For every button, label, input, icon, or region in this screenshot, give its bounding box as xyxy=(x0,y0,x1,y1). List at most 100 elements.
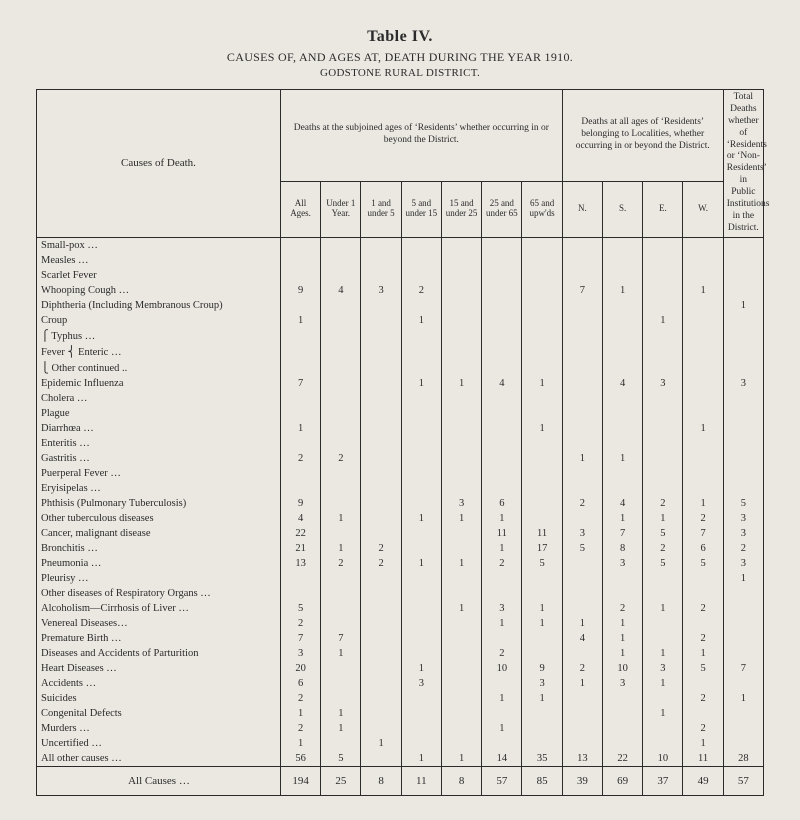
num-cell: 1 xyxy=(441,556,481,571)
table-row: Cholera … xyxy=(37,391,764,406)
num-cell: 3 xyxy=(643,661,683,676)
num-cell xyxy=(522,328,562,344)
num-cell xyxy=(723,706,763,721)
num-cell: 7 xyxy=(723,661,763,676)
num-cell xyxy=(321,376,361,391)
col-group-localities: Deaths at all ages of ‘Residents’ belong… xyxy=(562,90,723,182)
cause-cell: Small-pox … xyxy=(37,237,281,253)
num-cell xyxy=(482,328,522,344)
num-cell: 4 xyxy=(562,631,602,646)
num-cell xyxy=(562,721,602,736)
num-cell xyxy=(401,451,441,466)
num-cell xyxy=(482,706,522,721)
num-cell: 1 xyxy=(602,511,642,526)
num-cell: 1 xyxy=(482,616,522,631)
num-cell: 2 xyxy=(683,721,723,736)
num-cell xyxy=(441,721,481,736)
num-cell xyxy=(401,646,441,661)
num-cell xyxy=(441,586,481,601)
num-cell xyxy=(562,253,602,268)
num-cell: 3 xyxy=(723,511,763,526)
table-row: Fever ⎨ Enteric … xyxy=(37,344,764,360)
num-cell xyxy=(562,586,602,601)
num-cell: 1 xyxy=(401,556,441,571)
num-cell: 1 xyxy=(401,376,441,391)
cause-cell: Accidents … xyxy=(37,676,281,691)
num-cell xyxy=(723,313,763,328)
num-cell xyxy=(723,631,763,646)
num-cell xyxy=(482,237,522,253)
num-cell xyxy=(643,736,683,751)
num-cell xyxy=(321,586,361,601)
table-row: Diarrhœa …111 xyxy=(37,421,764,436)
num-cell xyxy=(441,253,481,268)
num-cell: 1 xyxy=(280,313,320,328)
num-cell xyxy=(361,571,401,586)
num-cell xyxy=(441,313,481,328)
num-cell xyxy=(562,328,602,344)
table-row: Cancer, malignant disease22111137573 xyxy=(37,526,764,541)
num-cell: 56 xyxy=(280,751,320,767)
num-cell: 1 xyxy=(643,706,683,721)
num-cell xyxy=(441,283,481,298)
num-cell: 7 xyxy=(280,376,320,391)
num-cell: 25 xyxy=(321,766,361,795)
num-cell xyxy=(522,631,562,646)
num-cell: 3 xyxy=(723,526,763,541)
num-cell xyxy=(602,721,642,736)
num-cell: 4 xyxy=(280,511,320,526)
num-cell xyxy=(562,511,602,526)
table-row: Small-pox … xyxy=(37,237,764,253)
num-cell xyxy=(321,313,361,328)
num-cell xyxy=(602,466,642,481)
num-cell: 2 xyxy=(683,691,723,706)
num-cell xyxy=(522,736,562,751)
num-cell: 1 xyxy=(643,676,683,691)
num-cell xyxy=(723,616,763,631)
num-cell: 5 xyxy=(723,496,763,511)
num-cell: 3 xyxy=(441,496,481,511)
table-subtitle: CAUSES OF, AND AGES AT, DEATH DURING THE… xyxy=(36,50,764,65)
num-cell xyxy=(361,466,401,481)
num-cell: 1 xyxy=(683,496,723,511)
num-cell xyxy=(482,676,522,691)
num-cell xyxy=(643,691,683,706)
num-cell: 1 xyxy=(321,646,361,661)
table-row: Puerperal Fever … xyxy=(37,466,764,481)
num-cell xyxy=(522,496,562,511)
num-cell: 1 xyxy=(482,511,522,526)
num-cell xyxy=(562,436,602,451)
cause-cell: Pneumonia … xyxy=(37,556,281,571)
num-cell xyxy=(683,616,723,631)
num-cell xyxy=(361,360,401,376)
num-cell xyxy=(441,631,481,646)
num-cell: 1 xyxy=(723,298,763,313)
table-row: Premature Birth …77412 xyxy=(37,631,764,646)
table-row: All other causes …5651114351322101128 xyxy=(37,751,764,767)
cause-cell: Diarrhœa … xyxy=(37,421,281,436)
num-cell xyxy=(482,436,522,451)
num-cell xyxy=(361,421,401,436)
cause-cell: Alcoholism—Cirrhosis of Liver … xyxy=(37,601,281,616)
num-cell xyxy=(683,253,723,268)
num-cell xyxy=(683,466,723,481)
num-cell: 10 xyxy=(602,661,642,676)
num-cell xyxy=(401,496,441,511)
num-cell xyxy=(482,391,522,406)
table-row: Phthisis (Pulmonary Tuberculosis)9362421… xyxy=(37,496,764,511)
num-cell xyxy=(602,313,642,328)
num-cell xyxy=(361,253,401,268)
table-row: Whooping Cough …9432711 xyxy=(37,283,764,298)
num-cell xyxy=(683,436,723,451)
cause-cell: ⎩ Other continued .. xyxy=(37,360,281,376)
num-cell xyxy=(723,736,763,751)
totals-row: All Causes …19425811857853969374957 xyxy=(37,766,764,795)
num-cell xyxy=(522,406,562,421)
num-cell: 7 xyxy=(562,283,602,298)
num-cell xyxy=(280,253,320,268)
num-cell xyxy=(643,328,683,344)
num-cell xyxy=(562,237,602,253)
num-cell: 6 xyxy=(683,541,723,556)
district-name: GODSTONE RURAL DISTRICT. xyxy=(36,67,764,79)
num-cell xyxy=(441,466,481,481)
